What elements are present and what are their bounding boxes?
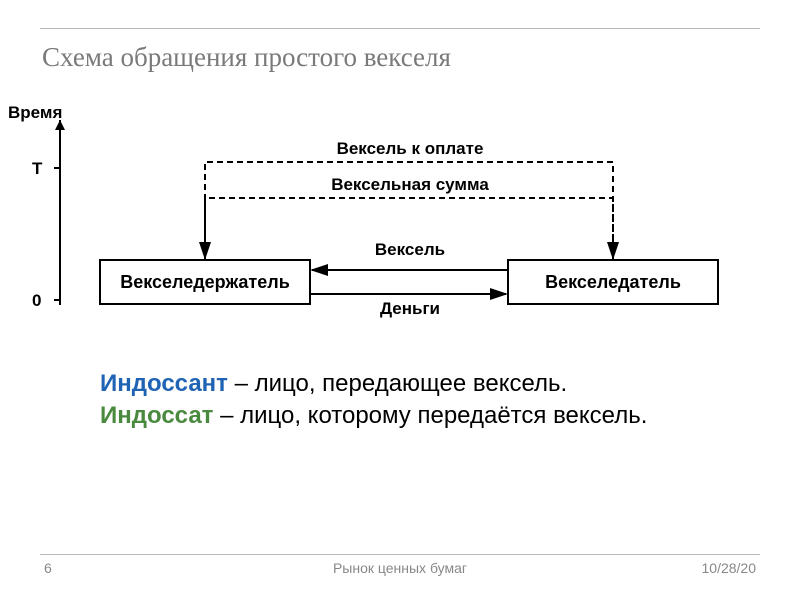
definition-1-text: – лицо, передающее вексель.	[228, 370, 567, 397]
bill-diagram: Время T 0 Векселедержатель Векселедатель Векс…	[0, 100, 800, 360]
svg-text:Деньги: Деньги	[380, 299, 440, 318]
svg-text:Векселедатель: Векселедатель	[545, 272, 681, 292]
footer-center: Рынок ценных бумаг	[0, 560, 800, 576]
svg-text:Вексель: Вексель	[375, 240, 445, 259]
header-rule	[40, 28, 760, 29]
svg-text:Вексельная сумма: Вексельная сумма	[331, 175, 489, 194]
footer-date: 10/28/20	[702, 560, 757, 576]
definition-2: Индоссат – лицо, которому передаётся век…	[100, 400, 700, 432]
term-indossat: Индоссат	[100, 402, 213, 429]
svg-text:Векселедержатель: Векселедержатель	[120, 272, 290, 292]
definitions: Индоссант – лицо, передающее вексель. Ин…	[100, 368, 700, 433]
svg-text:0: 0	[32, 291, 41, 310]
definition-2-text: – лицо, которому передаётся вексель.	[213, 402, 647, 429]
slide-title: Схема обращения простого векселя	[42, 42, 451, 73]
definition-1: Индоссант – лицо, передающее вексель.	[100, 368, 700, 400]
svg-text:Вексель к оплате: Вексель к оплате	[337, 139, 484, 158]
term-indossant: Индоссант	[100, 370, 228, 397]
footer-rule	[40, 554, 760, 555]
svg-text:T: T	[32, 159, 43, 178]
svg-text:Время: Время	[8, 103, 62, 122]
footer: 6 Рынок ценных бумаг 10/28/20	[0, 558, 800, 582]
